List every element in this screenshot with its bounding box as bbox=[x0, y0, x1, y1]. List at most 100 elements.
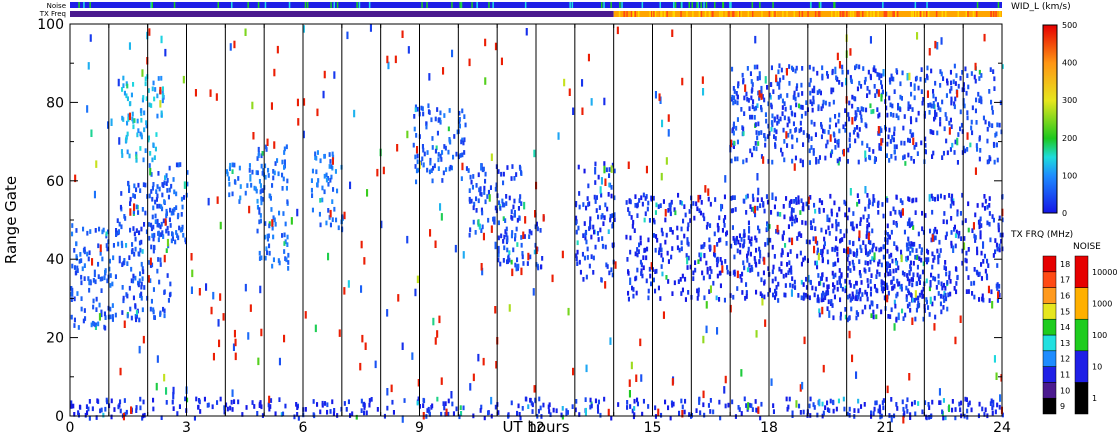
scatter-cell bbox=[856, 107, 859, 112]
noise-speck bbox=[356, 2, 358, 8]
scatter-cell bbox=[826, 71, 829, 76]
scatter-cell bbox=[203, 396, 206, 402]
noise-speck bbox=[688, 2, 690, 8]
scatter-cell bbox=[304, 407, 307, 412]
scatter-cell bbox=[407, 46, 410, 54]
scatter-cell bbox=[835, 122, 838, 128]
scatter-cell bbox=[105, 231, 108, 237]
scatter-cell bbox=[99, 408, 102, 414]
scatter-cell bbox=[327, 181, 330, 187]
scatter-cell bbox=[883, 295, 886, 301]
width-colorbar-cell bbox=[1043, 41, 1057, 43]
scatter-cell bbox=[779, 116, 782, 122]
txfreq-speck bbox=[850, 11, 852, 17]
scatter-cell bbox=[948, 193, 951, 198]
scatter-cell bbox=[905, 257, 908, 263]
scatter-cell bbox=[665, 275, 668, 280]
scatter-cell bbox=[521, 406, 524, 411]
scatter-cell bbox=[832, 274, 835, 279]
width-colorbar-cell bbox=[1043, 91, 1057, 93]
scatter-cell bbox=[798, 128, 801, 134]
scatter-cell bbox=[484, 77, 487, 85]
scatter-cell bbox=[943, 290, 946, 296]
scatter-cell bbox=[871, 228, 874, 234]
scatter-cell bbox=[925, 73, 928, 79]
width-colorbar-tick: 500 bbox=[1062, 21, 1077, 30]
scatter-cell bbox=[859, 110, 862, 116]
scatter-cell bbox=[148, 193, 151, 199]
scatter-cell bbox=[503, 234, 506, 240]
scatter-cell bbox=[138, 240, 141, 246]
scatter-cell bbox=[592, 224, 595, 230]
scatter-cell bbox=[908, 301, 911, 307]
txfreq-speck bbox=[918, 11, 920, 17]
scatter-cell bbox=[396, 144, 399, 152]
scatter-cell bbox=[825, 291, 828, 296]
scatter-cell bbox=[820, 106, 823, 111]
scatter-cell bbox=[760, 85, 763, 94]
scatter-cell bbox=[163, 308, 166, 314]
noise-speck bbox=[426, 2, 428, 8]
width-colorbar-cell bbox=[1043, 192, 1057, 194]
scatter-cell bbox=[150, 298, 153, 304]
scatter-cell bbox=[567, 307, 570, 316]
scatter-cell bbox=[848, 116, 851, 122]
scatter-cell bbox=[843, 248, 846, 253]
scatter-cell bbox=[832, 131, 835, 137]
scatter-cell bbox=[818, 308, 821, 314]
scatter-cell bbox=[732, 144, 735, 149]
scatter-cell bbox=[924, 149, 927, 155]
scatter-cell bbox=[160, 221, 163, 227]
scatter-cell bbox=[458, 414, 461, 420]
scatter-cell bbox=[744, 84, 747, 92]
scatter-cell bbox=[633, 228, 636, 233]
scatter-cell bbox=[730, 158, 733, 164]
scatter-cell bbox=[128, 285, 131, 291]
scatter-cell bbox=[237, 176, 240, 181]
scatter-cell bbox=[833, 294, 836, 300]
scatter-cell bbox=[964, 257, 967, 263]
scatter-cell bbox=[283, 165, 286, 170]
scatter-cell bbox=[895, 245, 898, 250]
scatter-cell bbox=[826, 407, 829, 413]
scatter-cell bbox=[861, 140, 864, 146]
scatter-cell bbox=[660, 227, 663, 233]
scatter-cell bbox=[974, 235, 977, 240]
scatter-cell bbox=[813, 202, 816, 208]
scatter-cell bbox=[122, 75, 125, 81]
scatter-cell bbox=[831, 270, 834, 276]
scatter-cell bbox=[707, 188, 710, 196]
scatter-cell bbox=[183, 181, 186, 189]
scatter-cell bbox=[888, 127, 891, 133]
scatter-cell bbox=[429, 157, 432, 163]
scatter-cell bbox=[761, 293, 764, 299]
scatter-cell bbox=[872, 411, 875, 416]
scatter-cell bbox=[837, 221, 840, 227]
txfreq-colorbar-cell bbox=[1042, 382, 1057, 399]
scatter-cell bbox=[889, 211, 892, 216]
scatter-cell bbox=[73, 412, 76, 417]
scatter-cell bbox=[733, 95, 736, 101]
scatter-cell bbox=[936, 42, 939, 50]
scatter-cell bbox=[763, 280, 766, 286]
scatter-cell bbox=[831, 247, 834, 252]
scatter-cell bbox=[91, 258, 94, 266]
scatter-cell bbox=[499, 261, 502, 267]
scatter-cell bbox=[799, 120, 802, 126]
scatter-cell bbox=[735, 125, 738, 131]
scatter-cell bbox=[604, 244, 607, 250]
scatter-cell bbox=[719, 257, 722, 262]
scatter-cell bbox=[296, 98, 299, 107]
scatter-cell bbox=[929, 102, 932, 108]
scatter-cell bbox=[538, 396, 541, 402]
scatter-cell bbox=[145, 123, 148, 129]
scatter-cell bbox=[749, 148, 752, 154]
scatter-cell bbox=[913, 95, 916, 101]
scatter-cell bbox=[832, 400, 835, 406]
scatter-cell bbox=[781, 236, 784, 241]
scatter-cell bbox=[821, 306, 824, 315]
scatter-cell bbox=[465, 166, 468, 171]
scatter-cell bbox=[751, 193, 754, 199]
scatter-cell bbox=[633, 398, 636, 404]
scatter-cell bbox=[747, 235, 750, 240]
